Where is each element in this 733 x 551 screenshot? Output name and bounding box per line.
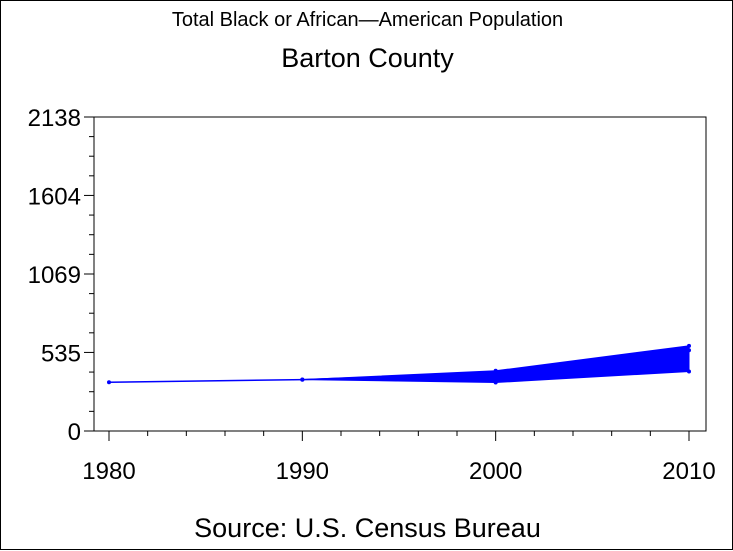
y-tick-label-2138: 2138	[28, 105, 81, 132]
x-tick-label-1980: 1980	[82, 458, 135, 485]
plot-area	[93, 116, 707, 432]
x-tick-label-1990: 1990	[276, 458, 329, 485]
series-line-0	[108, 349, 690, 383]
y-tick-label-535: 535	[41, 340, 81, 367]
data-point-1980	[107, 380, 111, 385]
y-tick-label-1604: 1604	[28, 183, 81, 210]
x-tick-label-2000: 2000	[469, 458, 522, 485]
chart-subtitle: Barton County	[281, 43, 454, 73]
data-point-2010	[687, 348, 691, 353]
x-tick-label-2010: 2010	[662, 458, 715, 485]
chart-source: Source: U.S. Census Bureau	[194, 513, 541, 543]
band-upper-point-2010	[687, 343, 691, 348]
series-band	[302, 345, 690, 384]
band-upper-point-2000	[493, 368, 498, 373]
chart-title: Total Black or African—American Populati…	[171, 9, 564, 31]
y-tick-label-1069: 1069	[28, 262, 81, 289]
band-lower-point-2010	[687, 369, 691, 374]
band-lower-point-2000	[493, 380, 498, 385]
band-lower-point-1990	[300, 377, 305, 382]
y-tick-label-0: 0	[68, 419, 81, 446]
